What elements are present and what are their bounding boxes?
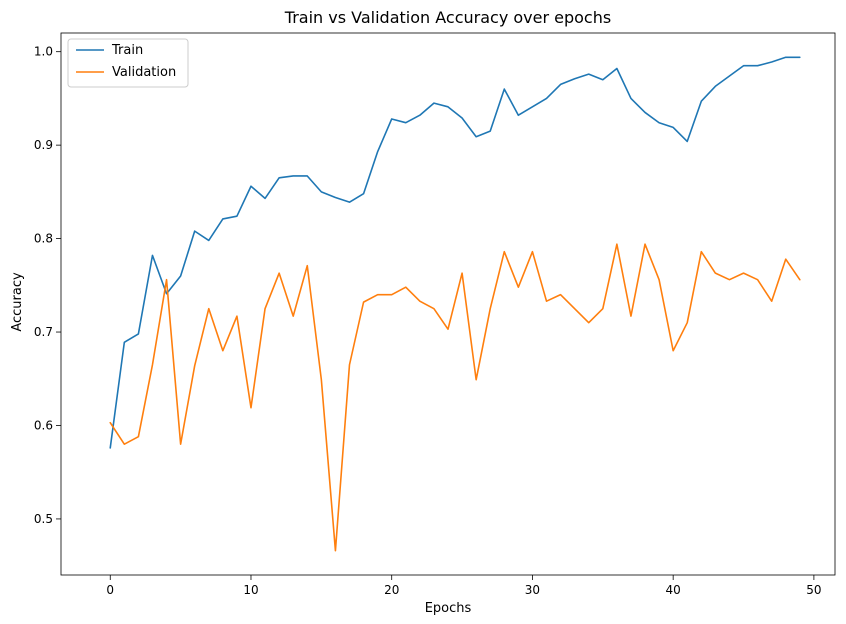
y-tick-label: 0.9 bbox=[34, 138, 53, 152]
x-tick-label: 30 bbox=[525, 583, 540, 597]
series-line-validation bbox=[109, 243, 801, 552]
legend-box bbox=[67, 38, 189, 88]
series-line-train bbox=[109, 56, 801, 449]
y-axis-label: Accuracy bbox=[10, 272, 25, 332]
y-tick-label: 0.6 bbox=[34, 418, 53, 432]
y-tick-label: 0.5 bbox=[34, 512, 53, 526]
y-tick-label: 0.8 bbox=[34, 232, 53, 246]
axes: 0 10 20 30 40 50 0.5 0.6 0.7 0.8 0.9 1.0 bbox=[34, 32, 836, 597]
legend-label-train: Train bbox=[111, 43, 143, 58]
chart-title: Train vs Validation Accuracy over epochs bbox=[284, 8, 611, 27]
x-axis-label: Epochs bbox=[425, 601, 472, 616]
x-tick-label: 20 bbox=[384, 583, 399, 597]
legend: Train Validation bbox=[67, 38, 189, 88]
plot-area bbox=[109, 56, 801, 552]
y-tick-label: 0.7 bbox=[34, 325, 53, 339]
y-tick-label: 1.0 bbox=[34, 45, 53, 59]
x-tick-label: 0 bbox=[106, 583, 114, 597]
legend-label-validation: Validation bbox=[112, 65, 176, 80]
axes-frame bbox=[60, 32, 836, 576]
x-tick-label: 50 bbox=[806, 583, 821, 597]
x-tick-label: 40 bbox=[666, 583, 681, 597]
x-tick-label: 10 bbox=[243, 583, 258, 597]
